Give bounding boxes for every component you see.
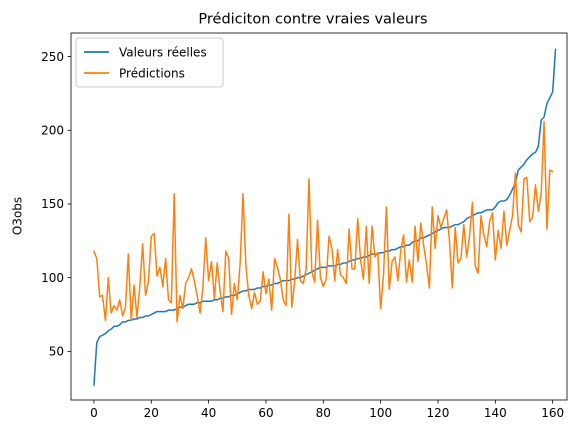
y-tick-label: 250 — [41, 50, 64, 64]
plot-frame — [70, 32, 568, 401]
legend-box — [75, 37, 224, 88]
x-tick-label: 60 — [258, 406, 273, 420]
legend-label-0: Valeurs réelles — [119, 46, 207, 60]
x-tick-label: 80 — [316, 406, 331, 420]
y-axis-label: O3obs — [11, 197, 25, 235]
legend: Valeurs réelles Prédictions — [75, 37, 224, 88]
y-tick-label: 50 — [49, 345, 64, 359]
y-tick-label: 150 — [41, 197, 64, 211]
x-tick-label: 20 — [144, 406, 159, 420]
x-tick-label: 160 — [541, 406, 564, 420]
x-tick-label: 120 — [427, 406, 450, 420]
y-tick-label: 200 — [41, 123, 64, 137]
series-line-1 — [93, 120, 554, 323]
chart-title: Prédiciton contre vraies valeurs — [198, 12, 427, 28]
x-tick-label: 140 — [484, 406, 507, 420]
x-tick-label: 40 — [201, 406, 216, 420]
y-tick-label: 100 — [41, 271, 64, 285]
x-tick-label: 0 — [90, 406, 98, 420]
x-tick-label: 100 — [369, 406, 392, 420]
series-line-0 — [93, 48, 557, 387]
legend-label-1: Prédictions — [119, 67, 185, 81]
